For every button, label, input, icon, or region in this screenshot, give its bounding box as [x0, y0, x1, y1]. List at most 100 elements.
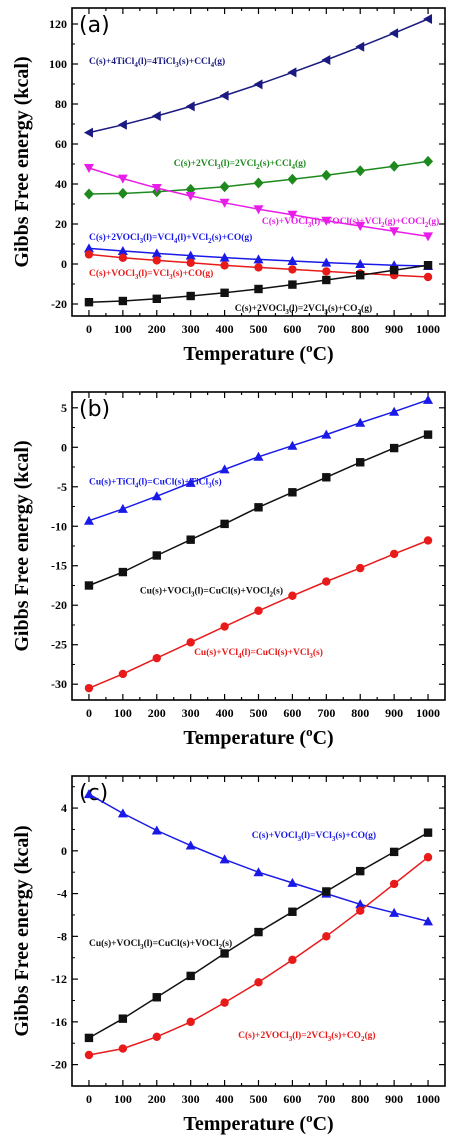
data-point	[185, 840, 196, 850]
data-point	[151, 184, 162, 193]
data-point	[151, 491, 162, 501]
x-tick-label: 500	[250, 706, 268, 720]
y-axis-label: Gibbs Free energy (kcal)	[11, 825, 33, 1036]
data-point	[288, 591, 297, 600]
series-1	[83, 394, 434, 525]
data-point	[83, 164, 94, 173]
data-point	[253, 177, 264, 189]
x-axis-label: Temperature (oC)	[183, 340, 333, 365]
data-point	[84, 250, 94, 259]
data-point	[322, 473, 331, 482]
data-point	[423, 828, 433, 837]
data-point	[219, 252, 230, 262]
data-point	[253, 867, 264, 877]
data-point	[219, 464, 230, 474]
y-tick-label: 0	[61, 440, 67, 454]
data-point	[389, 443, 399, 453]
data-point	[118, 253, 128, 262]
x-tick-label: 700	[317, 1092, 335, 1106]
data-point	[83, 127, 93, 138]
data-point	[220, 998, 229, 1007]
data-point	[287, 877, 298, 887]
y-tick-label: -20	[51, 297, 67, 311]
data-point	[152, 551, 161, 560]
data-point	[84, 1033, 94, 1043]
data-point	[423, 853, 433, 862]
data-point	[322, 887, 331, 896]
series-3	[84, 536, 433, 693]
reaction-label: C(s)+VOCl3(l)=VOCl(s)+VCl2(g)+COCl2(g)	[262, 216, 439, 229]
series-line	[88, 856, 429, 1056]
y-tick-label: 60	[55, 137, 67, 151]
reaction-label: C(s)+2VOCl3(l)=2VCl3(s)+CO2(g)	[238, 1030, 375, 1043]
y-tick-label: 40	[55, 177, 67, 191]
reaction-label: C(s)+4TiCl4(l)=4TiCl3(s)+CCl4(g)	[89, 56, 225, 69]
data-point	[151, 825, 162, 835]
panel-label: (b)	[79, 397, 110, 422]
x-tick-label: 600	[283, 706, 301, 720]
data-point	[186, 291, 195, 301]
data-point	[321, 169, 332, 181]
x-tick-label: 900	[385, 322, 403, 336]
y-tick-label: -15	[51, 559, 67, 573]
data-point	[356, 271, 365, 280]
data-point	[253, 451, 264, 461]
series-2	[84, 430, 433, 590]
reaction-label: Cu(s)+TiCl4(l)=CuCl(s)+TiCl3(s)	[89, 476, 222, 489]
series-6	[84, 261, 433, 307]
x-tick-label: 100	[114, 1092, 132, 1106]
reaction-label: Cu(s)+VOCl3(l)=CuCl(s)+VOCl2(s)	[140, 585, 283, 598]
x-tick-label: 800	[351, 1092, 369, 1106]
y-tick-label: 80	[55, 97, 67, 111]
data-point	[287, 440, 298, 450]
data-point	[254, 284, 263, 294]
reaction-label: C(s)+VOCl3(l)=VCl3(s)+CO(g)	[89, 268, 213, 281]
data-point	[185, 250, 196, 260]
x-tick-label: 900	[385, 706, 403, 720]
y-tick-label: -16	[51, 1015, 67, 1029]
data-point	[219, 854, 230, 864]
data-point	[389, 266, 399, 275]
data-point	[423, 272, 433, 282]
data-point	[355, 165, 366, 177]
data-point	[253, 79, 263, 90]
data-point	[220, 519, 229, 529]
data-point	[423, 430, 433, 439]
data-point	[83, 188, 94, 200]
data-point	[254, 503, 263, 512]
data-point	[423, 261, 433, 270]
y-tick-label: -5	[57, 480, 67, 494]
y-tick-label: 100	[49, 57, 67, 71]
data-point	[186, 638, 195, 647]
x-axis-label: Temperature (oC)	[183, 1110, 333, 1135]
data-point	[288, 280, 297, 289]
data-point	[117, 246, 128, 255]
x-tick-label: 300	[182, 322, 200, 336]
reaction-label: C(s)+2VOCl3(l)=VCl4(l)+VCl2(s)+CO(g)	[89, 232, 252, 245]
data-point	[322, 577, 331, 586]
data-point	[253, 205, 264, 215]
data-point	[288, 265, 297, 274]
data-point	[389, 907, 400, 917]
data-point	[83, 515, 94, 525]
x-tick-label: 500	[250, 1092, 268, 1106]
data-point	[83, 243, 94, 253]
data-point	[118, 567, 128, 577]
data-point	[220, 949, 229, 958]
y-tick-label: -10	[51, 519, 67, 533]
data-point	[254, 606, 263, 615]
x-tick-label: 700	[317, 706, 335, 720]
data-point	[152, 653, 161, 663]
data-point	[287, 256, 298, 265]
data-point	[321, 429, 332, 439]
data-point	[117, 503, 128, 513]
data-point	[152, 993, 161, 1002]
data-point	[322, 932, 331, 941]
data-point	[287, 173, 298, 185]
data-point	[355, 259, 366, 268]
reaction-label: C(s)+2VCl3(l)=2VCl2(s)+CCl4(g)	[174, 158, 306, 171]
x-tick-label: 400	[216, 706, 234, 720]
y-axis-label: Gibbs Free energy (kcal)	[11, 440, 33, 651]
data-point	[185, 192, 196, 201]
